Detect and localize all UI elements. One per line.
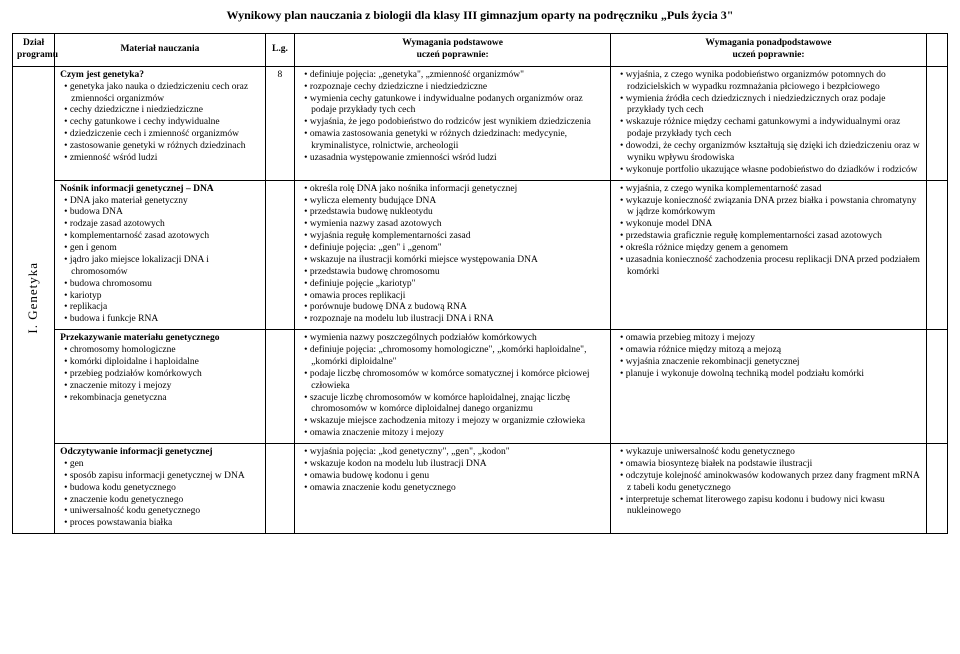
curriculum-table: Dział programu Materiał nauczania L.g. W… <box>12 33 948 534</box>
ponad-cell: wyjaśnia, z czego wynika podobieństwo or… <box>611 66 927 180</box>
podst-cell: wymienia nazwy poszczególnych podziałów … <box>295 330 611 444</box>
header-dzial: Dział programu <box>13 34 55 67</box>
dzial-cell: I. Genetyka <box>13 66 55 533</box>
lg-cell <box>265 180 294 330</box>
podst-cell: wyjaśnia pojęcia: „kod genetyczny", „gen… <box>295 444 611 534</box>
header-empty <box>926 34 947 67</box>
material-cell: Odczytywanie informacji genetycznejgensp… <box>55 444 266 534</box>
header-lg: L.g. <box>265 34 294 67</box>
header-podst: Wymagania podstawowe uczeń poprawnie: <box>295 34 611 67</box>
header-ponad: Wymagania ponadpodstawowe uczeń poprawni… <box>611 34 927 67</box>
podst-cell: definiuje pojęcia: „genetyka", „zmiennoś… <box>295 66 611 180</box>
lg-cell <box>265 444 294 534</box>
lg-cell: 8 <box>265 66 294 180</box>
material-cell: Przekazywanie materiału genetycznegochro… <box>55 330 266 444</box>
header-material: Materiał nauczania <box>55 34 266 67</box>
lg-cell <box>265 330 294 444</box>
material-cell: Czym jest genetyka?genetyka jako nauka o… <box>55 66 266 180</box>
podst-cell: określa rolę DNA jako nośnika informacji… <box>295 180 611 330</box>
empty-cell <box>926 180 947 330</box>
empty-cell <box>926 66 947 180</box>
empty-cell <box>926 444 947 534</box>
empty-cell <box>926 330 947 444</box>
ponad-cell: omawia przebieg mitozy i mejozyomawia ró… <box>611 330 927 444</box>
page-title: Wynikowy plan nauczania z biologii dla k… <box>12 8 948 23</box>
material-cell: Nośnik informacji genetycznej – DNADNA j… <box>55 180 266 330</box>
ponad-cell: wykazuje uniwersalność kodu genetycznego… <box>611 444 927 534</box>
ponad-cell: wyjaśnia, z czego wynika komplementarnoś… <box>611 180 927 330</box>
